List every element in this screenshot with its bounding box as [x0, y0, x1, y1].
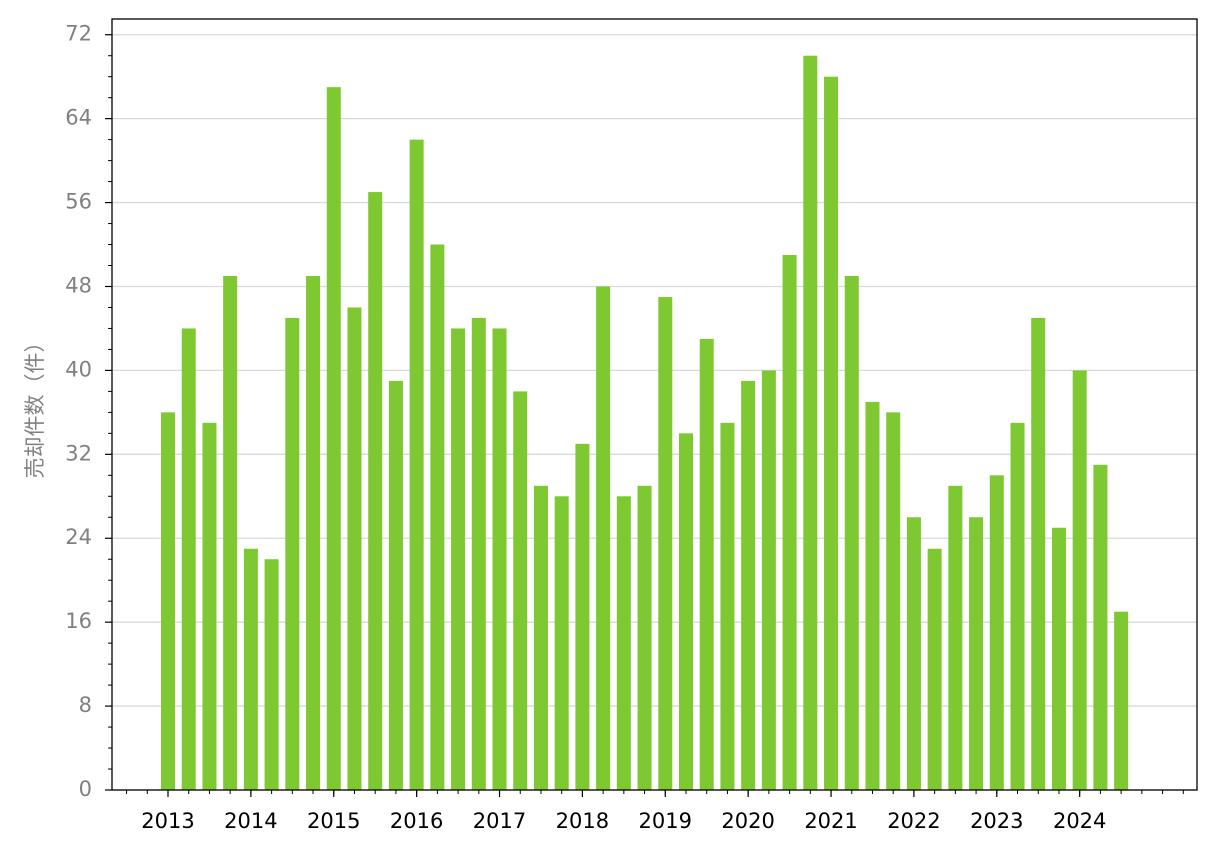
y-tick-label: 64: [65, 106, 92, 130]
bar: [637, 485, 652, 790]
x-tick-label: 2014: [224, 809, 277, 833]
x-tick-label: 2016: [390, 809, 443, 833]
bar: [1114, 611, 1129, 790]
x-tick-label: 2019: [639, 809, 692, 833]
y-tick-label: 0: [79, 777, 92, 801]
bar: [285, 317, 300, 790]
bar: [471, 317, 486, 790]
bar: [513, 391, 528, 790]
bar: [409, 139, 424, 790]
bar: [1072, 370, 1087, 790]
bar: [1051, 527, 1066, 790]
bar: [782, 255, 797, 791]
bar: [989, 475, 1004, 790]
x-tick-label: 2020: [721, 809, 774, 833]
bar: [243, 548, 258, 790]
bar: [264, 559, 279, 790]
x-tick-label: 2022: [887, 809, 940, 833]
bar: [741, 380, 756, 790]
bar: [430, 244, 445, 790]
bar: [533, 485, 548, 790]
bar: [492, 328, 507, 790]
y-tick-label: 48: [65, 273, 92, 297]
x-tick-label: 2018: [556, 809, 609, 833]
bar: [658, 296, 673, 790]
bar: [202, 422, 217, 790]
bar: [1093, 464, 1108, 790]
bar: [969, 517, 984, 790]
x-tick-label: 2015: [307, 809, 360, 833]
x-tick-label: 2017: [473, 809, 526, 833]
y-tick-label: 40: [65, 357, 92, 381]
bar: [616, 496, 631, 790]
x-tick-label: 2024: [1053, 809, 1106, 833]
bar: [948, 485, 963, 790]
bar: [388, 380, 403, 790]
x-tick-label: 2013: [141, 809, 194, 833]
y-tick-label: 24: [65, 525, 92, 549]
bar: [865, 401, 880, 790]
bar: [803, 55, 818, 790]
y-tick-label: 32: [65, 441, 92, 465]
bar: [596, 286, 611, 790]
y-tick-label: 72: [65, 22, 92, 46]
y-tick-label: 16: [65, 609, 92, 633]
y-axis-label: 売却件数（件）: [23, 332, 47, 479]
bar: [844, 276, 859, 790]
y-tick-label: 8: [79, 693, 92, 717]
bar: [679, 433, 693, 790]
bar: [886, 412, 901, 790]
bar: [181, 328, 196, 790]
bar: [223, 276, 238, 790]
bar: [347, 307, 362, 790]
bar: [575, 443, 590, 790]
bar: [306, 276, 321, 790]
x-tick-label: 2021: [804, 809, 857, 833]
bar: [824, 76, 839, 791]
bar: [761, 370, 776, 790]
bar: [368, 192, 383, 790]
bar: [554, 496, 569, 790]
x-tick-label: 2023: [970, 809, 1023, 833]
bar: [1010, 422, 1025, 790]
bar: [906, 517, 921, 790]
bar: [326, 87, 341, 791]
y-tick-label: 56: [65, 190, 92, 214]
bar: [1031, 317, 1046, 790]
bar: [161, 412, 175, 790]
bar: [720, 422, 735, 790]
bar: [699, 338, 714, 790]
bar: [927, 548, 942, 790]
bar: [451, 328, 466, 790]
plot-frame: [111, 18, 1198, 791]
